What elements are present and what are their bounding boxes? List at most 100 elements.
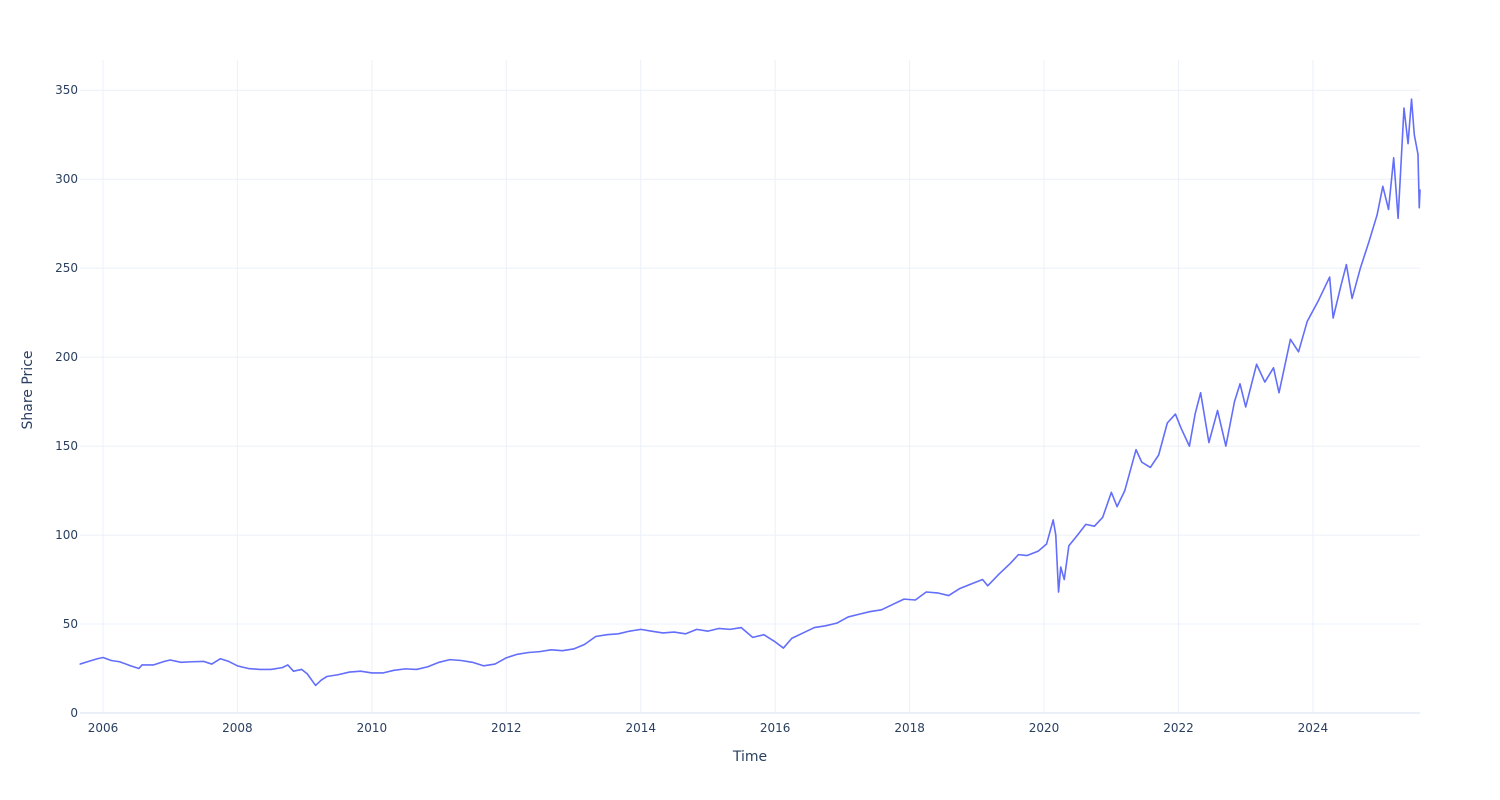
data-point [718, 627, 720, 630]
data-point [1180, 427, 1182, 429]
data-point [337, 674, 339, 676]
data-point [561, 650, 563, 652]
data-point [539, 651, 541, 653]
data-point [981, 578, 984, 581]
data-point [1194, 413, 1196, 415]
data-point [1245, 406, 1247, 408]
x-tick-label: 2020 [1029, 721, 1060, 735]
x-axis-title: Time [732, 749, 767, 765]
data-point [763, 634, 765, 636]
data-point [1141, 461, 1143, 463]
data-point [1110, 491, 1112, 493]
data-point [1045, 543, 1048, 545]
data-point [1052, 519, 1054, 521]
data-point [1200, 392, 1202, 394]
data-point [752, 636, 754, 638]
data-point [1317, 299, 1320, 301]
data-point [483, 665, 485, 667]
data-point [628, 630, 631, 632]
data-point [1264, 381, 1266, 383]
data-point [270, 668, 272, 671]
data-point [1009, 562, 1011, 565]
x-tick-label: 2018 [894, 721, 925, 735]
data-point [782, 647, 785, 649]
data-point [1255, 363, 1258, 365]
data-point [1393, 157, 1395, 159]
data-point [163, 660, 166, 663]
data-point [247, 667, 249, 670]
data-point [382, 672, 384, 674]
data-point [595, 635, 597, 638]
data-point [371, 672, 373, 674]
data-point [494, 663, 496, 665]
data-point [948, 594, 950, 597]
data-point [1063, 578, 1065, 581]
data-point [1116, 506, 1118, 508]
data-point [970, 583, 972, 585]
data-point [791, 637, 793, 639]
y-gridlines [80, 89, 1420, 714]
data-point [1297, 351, 1300, 353]
data-point [1225, 445, 1227, 447]
data-point [1340, 285, 1342, 287]
data-point [1272, 367, 1275, 369]
data-point [1419, 189, 1421, 191]
data-point [180, 661, 182, 663]
x-tick-label: 2008 [222, 721, 253, 735]
data-point [228, 660, 230, 663]
data-point [118, 661, 121, 663]
data-point [404, 668, 406, 670]
data-point [96, 658, 98, 660]
data-point [88, 660, 90, 663]
data-point [79, 663, 81, 665]
data-point [998, 573, 1000, 575]
data-point [141, 664, 143, 666]
data-point [438, 661, 440, 663]
data-point [1233, 401, 1236, 403]
data-point [550, 649, 552, 651]
data-point [1345, 264, 1347, 266]
data-point [236, 665, 238, 667]
data-point [1407, 143, 1409, 145]
data-point [1093, 525, 1096, 527]
data-point [527, 651, 530, 654]
data-point [925, 591, 927, 593]
x-tick-label: 2006 [88, 721, 119, 735]
x-gridlines [102, 60, 1314, 713]
data-point [320, 679, 322, 681]
data-point [858, 613, 860, 615]
data-point [102, 656, 104, 659]
data-point [1055, 534, 1057, 536]
data-point [1026, 554, 1028, 557]
data-point [836, 622, 838, 624]
data-point [892, 603, 894, 606]
data-point [583, 643, 586, 646]
data-point [729, 628, 731, 630]
data-point [1166, 422, 1168, 424]
data-point [1060, 566, 1062, 568]
data-point [1017, 554, 1020, 556]
data-point [416, 668, 418, 671]
data-point [169, 659, 171, 661]
data-point [152, 664, 154, 666]
data-point [219, 658, 222, 660]
x-tick-label: 2012 [491, 721, 522, 735]
data-point [306, 673, 308, 675]
data-point [1158, 454, 1160, 456]
data-point [110, 659, 112, 662]
data-point [802, 632, 804, 634]
data-point [1289, 338, 1292, 340]
data-point [360, 670, 362, 672]
data-point [427, 666, 429, 668]
data-point [1382, 185, 1384, 187]
data-point [393, 669, 395, 671]
data-point [696, 628, 698, 630]
data-point [1068, 545, 1070, 547]
data-point [640, 628, 642, 630]
data-point [1085, 523, 1087, 526]
data-point [914, 599, 916, 601]
data-point [1417, 153, 1419, 155]
y-tick-label: 50 [63, 617, 78, 631]
data-point [1135, 449, 1137, 451]
